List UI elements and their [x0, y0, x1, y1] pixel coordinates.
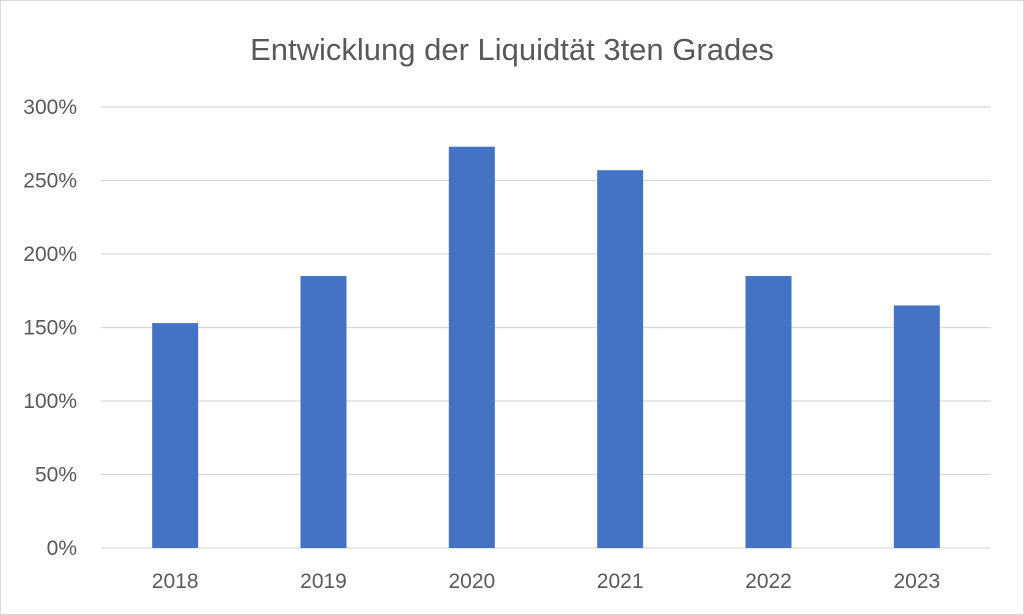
bar-2020 [448, 146, 495, 548]
x-tick-label: 2019 [300, 570, 347, 593]
x-axis-ticks: 2018 2019 2020 2021 2022 2023 [152, 570, 940, 593]
y-tick-label: 200% [23, 243, 77, 266]
y-tick-label: 50% [35, 464, 77, 487]
y-tick-label: 0% [47, 537, 77, 560]
y-tick-label: 150% [23, 317, 77, 340]
bar-2021 [597, 170, 644, 548]
x-tick-label: 2018 [152, 570, 199, 593]
x-tick-label: 2020 [448, 570, 495, 593]
x-tick-label: 2021 [597, 570, 644, 593]
x-tick-label: 2022 [745, 570, 792, 593]
bar-2019 [300, 276, 347, 548]
y-tick-label: 250% [23, 170, 77, 193]
y-tick-label: 300% [23, 96, 77, 119]
bar-2023 [893, 305, 940, 548]
bar-2018 [152, 323, 199, 548]
y-tick-label: 100% [23, 390, 77, 413]
bars [152, 146, 940, 548]
y-axis-ticks: 0% 50% 100% 150% 200% 250% 300% [23, 96, 77, 560]
gridlines [101, 106, 991, 549]
chart-title: Entwicklung der Liquidtät 3ten Grades [250, 32, 774, 67]
bar-2022 [745, 276, 792, 548]
x-tick-label: 2023 [893, 570, 940, 593]
